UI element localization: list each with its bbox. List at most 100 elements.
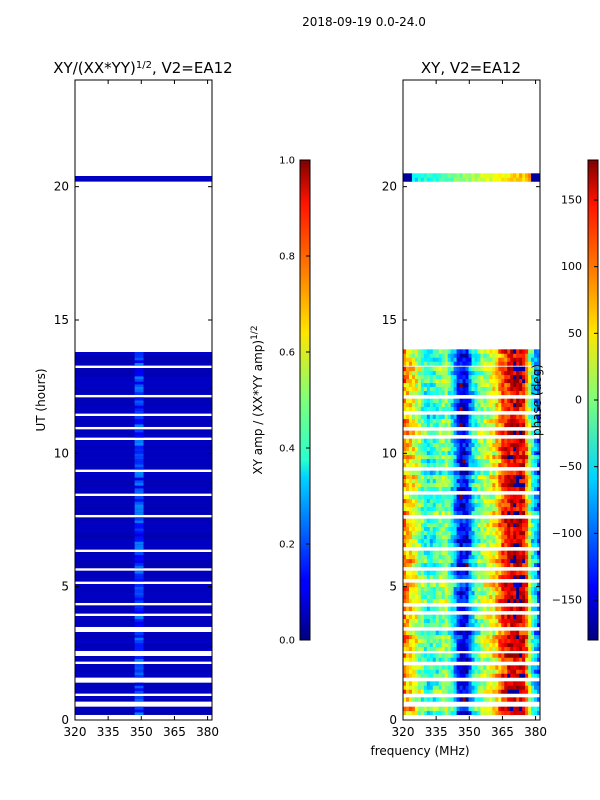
right-heatmap-cell: [438, 538, 443, 544]
right-heatmap-cell: [462, 414, 466, 420]
right-heatmap-cell: [498, 646, 502, 652]
right-heatmap-cell: [471, 530, 475, 536]
right-heatmap-cell: [405, 390, 410, 396]
right-heatmap-cell: [483, 386, 487, 392]
right-heatmap-cell: [426, 669, 431, 674]
right-heatmap-cell: [450, 446, 455, 452]
right-heatmap-cell: [468, 554, 472, 560]
right-heatmap-cell: [534, 414, 538, 420]
right-heatmap-cell: [426, 542, 431, 548]
right-heatmap-cell: [462, 522, 466, 528]
right-heatmap-cell: [531, 450, 535, 456]
right-heatmap-cell: [483, 494, 487, 500]
right-heatmap-cell: [435, 594, 440, 600]
right-heatmap-cell: [504, 370, 508, 376]
right-heatmap-cell: [447, 486, 452, 492]
right-heatmap-cell: [504, 462, 508, 468]
right-heatmap-cell: [486, 586, 490, 592]
right-heatmap-cell: [417, 353, 422, 358]
right-heatmap-cell: [504, 634, 508, 640]
right-heatmap-cell: [408, 414, 413, 420]
right-heatmap-cell: [489, 386, 493, 392]
right-heatmap-cell: [507, 177, 511, 182]
right-heatmap-cell: [468, 673, 472, 678]
right-heatmap-cell: [483, 534, 487, 540]
right-heatmap-cell: [465, 642, 469, 648]
right-heatmap-cell: [486, 518, 490, 524]
right-heatmap-cell: [525, 558, 529, 564]
right-heatmap-cell: [414, 697, 419, 702]
right-heatmap-cell: [531, 430, 535, 436]
right-heatmap-cell: [516, 498, 520, 504]
right-heatmap-cell: [498, 594, 502, 600]
right-heatmap-cell: [405, 446, 410, 452]
right-heatmap-cell: [432, 406, 437, 412]
right-heatmap-cell: [429, 638, 434, 644]
right-heatmap-cell: [507, 482, 511, 488]
right-heatmap-cell: [519, 349, 523, 354]
right-heatmap-cell: [447, 638, 452, 644]
right-heatmap-cell: [501, 446, 505, 452]
right-heatmap-cell: [471, 582, 475, 588]
right-heatmap-cell: [474, 390, 478, 396]
right-heatmap-cell: [492, 361, 496, 366]
right-heatmap-cell: [480, 470, 484, 476]
right-heatmap-cell: [516, 697, 520, 702]
right-heatmap-cell: [510, 653, 514, 658]
right-heatmap-cell: [405, 530, 410, 536]
right-heatmap-cell: [486, 710, 490, 716]
right-heatmap-cell: [417, 402, 422, 408]
right-heatmap-cell: [477, 526, 481, 532]
left-heatmap-band: [134, 546, 144, 550]
right-heatmap-cell: [432, 378, 437, 384]
right-heatmap-cell: [405, 378, 410, 384]
right-heatmap-cell: [471, 406, 475, 412]
right-heatmap-cell: [453, 382, 458, 388]
right-heatmap-cell: [489, 710, 493, 716]
right-heatmap-cell: [414, 173, 419, 178]
right-heatmap-cell: [534, 570, 538, 576]
right-heatmap-cell: [444, 446, 449, 452]
right-heatmap-cell: [462, 622, 466, 628]
right-heatmap-cell: [432, 450, 437, 456]
right-heatmap-cell: [414, 382, 419, 388]
right-heatmap-cell: [480, 634, 484, 640]
right-heatmap-cell: [498, 406, 502, 412]
right-heatmap-cell: [522, 697, 526, 702]
right-heatmap-cell: [504, 550, 508, 556]
right-heatmap-cell: [483, 542, 487, 548]
right-heatmap-cell: [534, 562, 538, 568]
right-heatmap-cell: [420, 657, 425, 662]
right-heatmap-cell: [465, 482, 469, 488]
right-heatmap-cell: [504, 378, 508, 384]
left-heatmap-row: [75, 176, 212, 179]
right-heatmap-cell: [522, 378, 526, 384]
left-heatmap-band: [134, 464, 144, 467]
right-heatmap-cell: [525, 422, 529, 428]
right-heatmap-cell: [522, 634, 526, 640]
right-heatmap-cell: [411, 349, 416, 354]
right-heatmap-cell: [495, 665, 499, 670]
left-heatmap-band: [134, 386, 144, 390]
right-heatmap-cell: [498, 574, 502, 580]
right-heatmap-cell: [531, 370, 535, 376]
right-heatmap-cell: [438, 586, 443, 592]
right-heatmap-cell: [492, 357, 496, 362]
right-heatmap-cell: [441, 418, 446, 424]
right-heatmap-cell: [486, 486, 490, 492]
right-heatmap-cell: [456, 558, 460, 564]
left-y-tick-label: 5: [61, 580, 69, 594]
right-heatmap-cell: [423, 542, 428, 548]
right-heatmap-cell: [528, 353, 532, 358]
right-heatmap-cell: [531, 518, 535, 524]
right-heatmap-cell: [489, 538, 493, 544]
right-heatmap-cell: [435, 470, 440, 476]
right-heatmap-cell: [474, 554, 478, 560]
right-heatmap-cell: [486, 673, 490, 678]
right-heatmap-cell: [411, 430, 416, 436]
right-heatmap-cell: [519, 353, 523, 358]
right-heatmap-cell: [450, 570, 455, 576]
right-heatmap-cell: [471, 673, 475, 678]
right-heatmap-cell: [513, 357, 517, 362]
right-heatmap-cell: [534, 558, 538, 564]
